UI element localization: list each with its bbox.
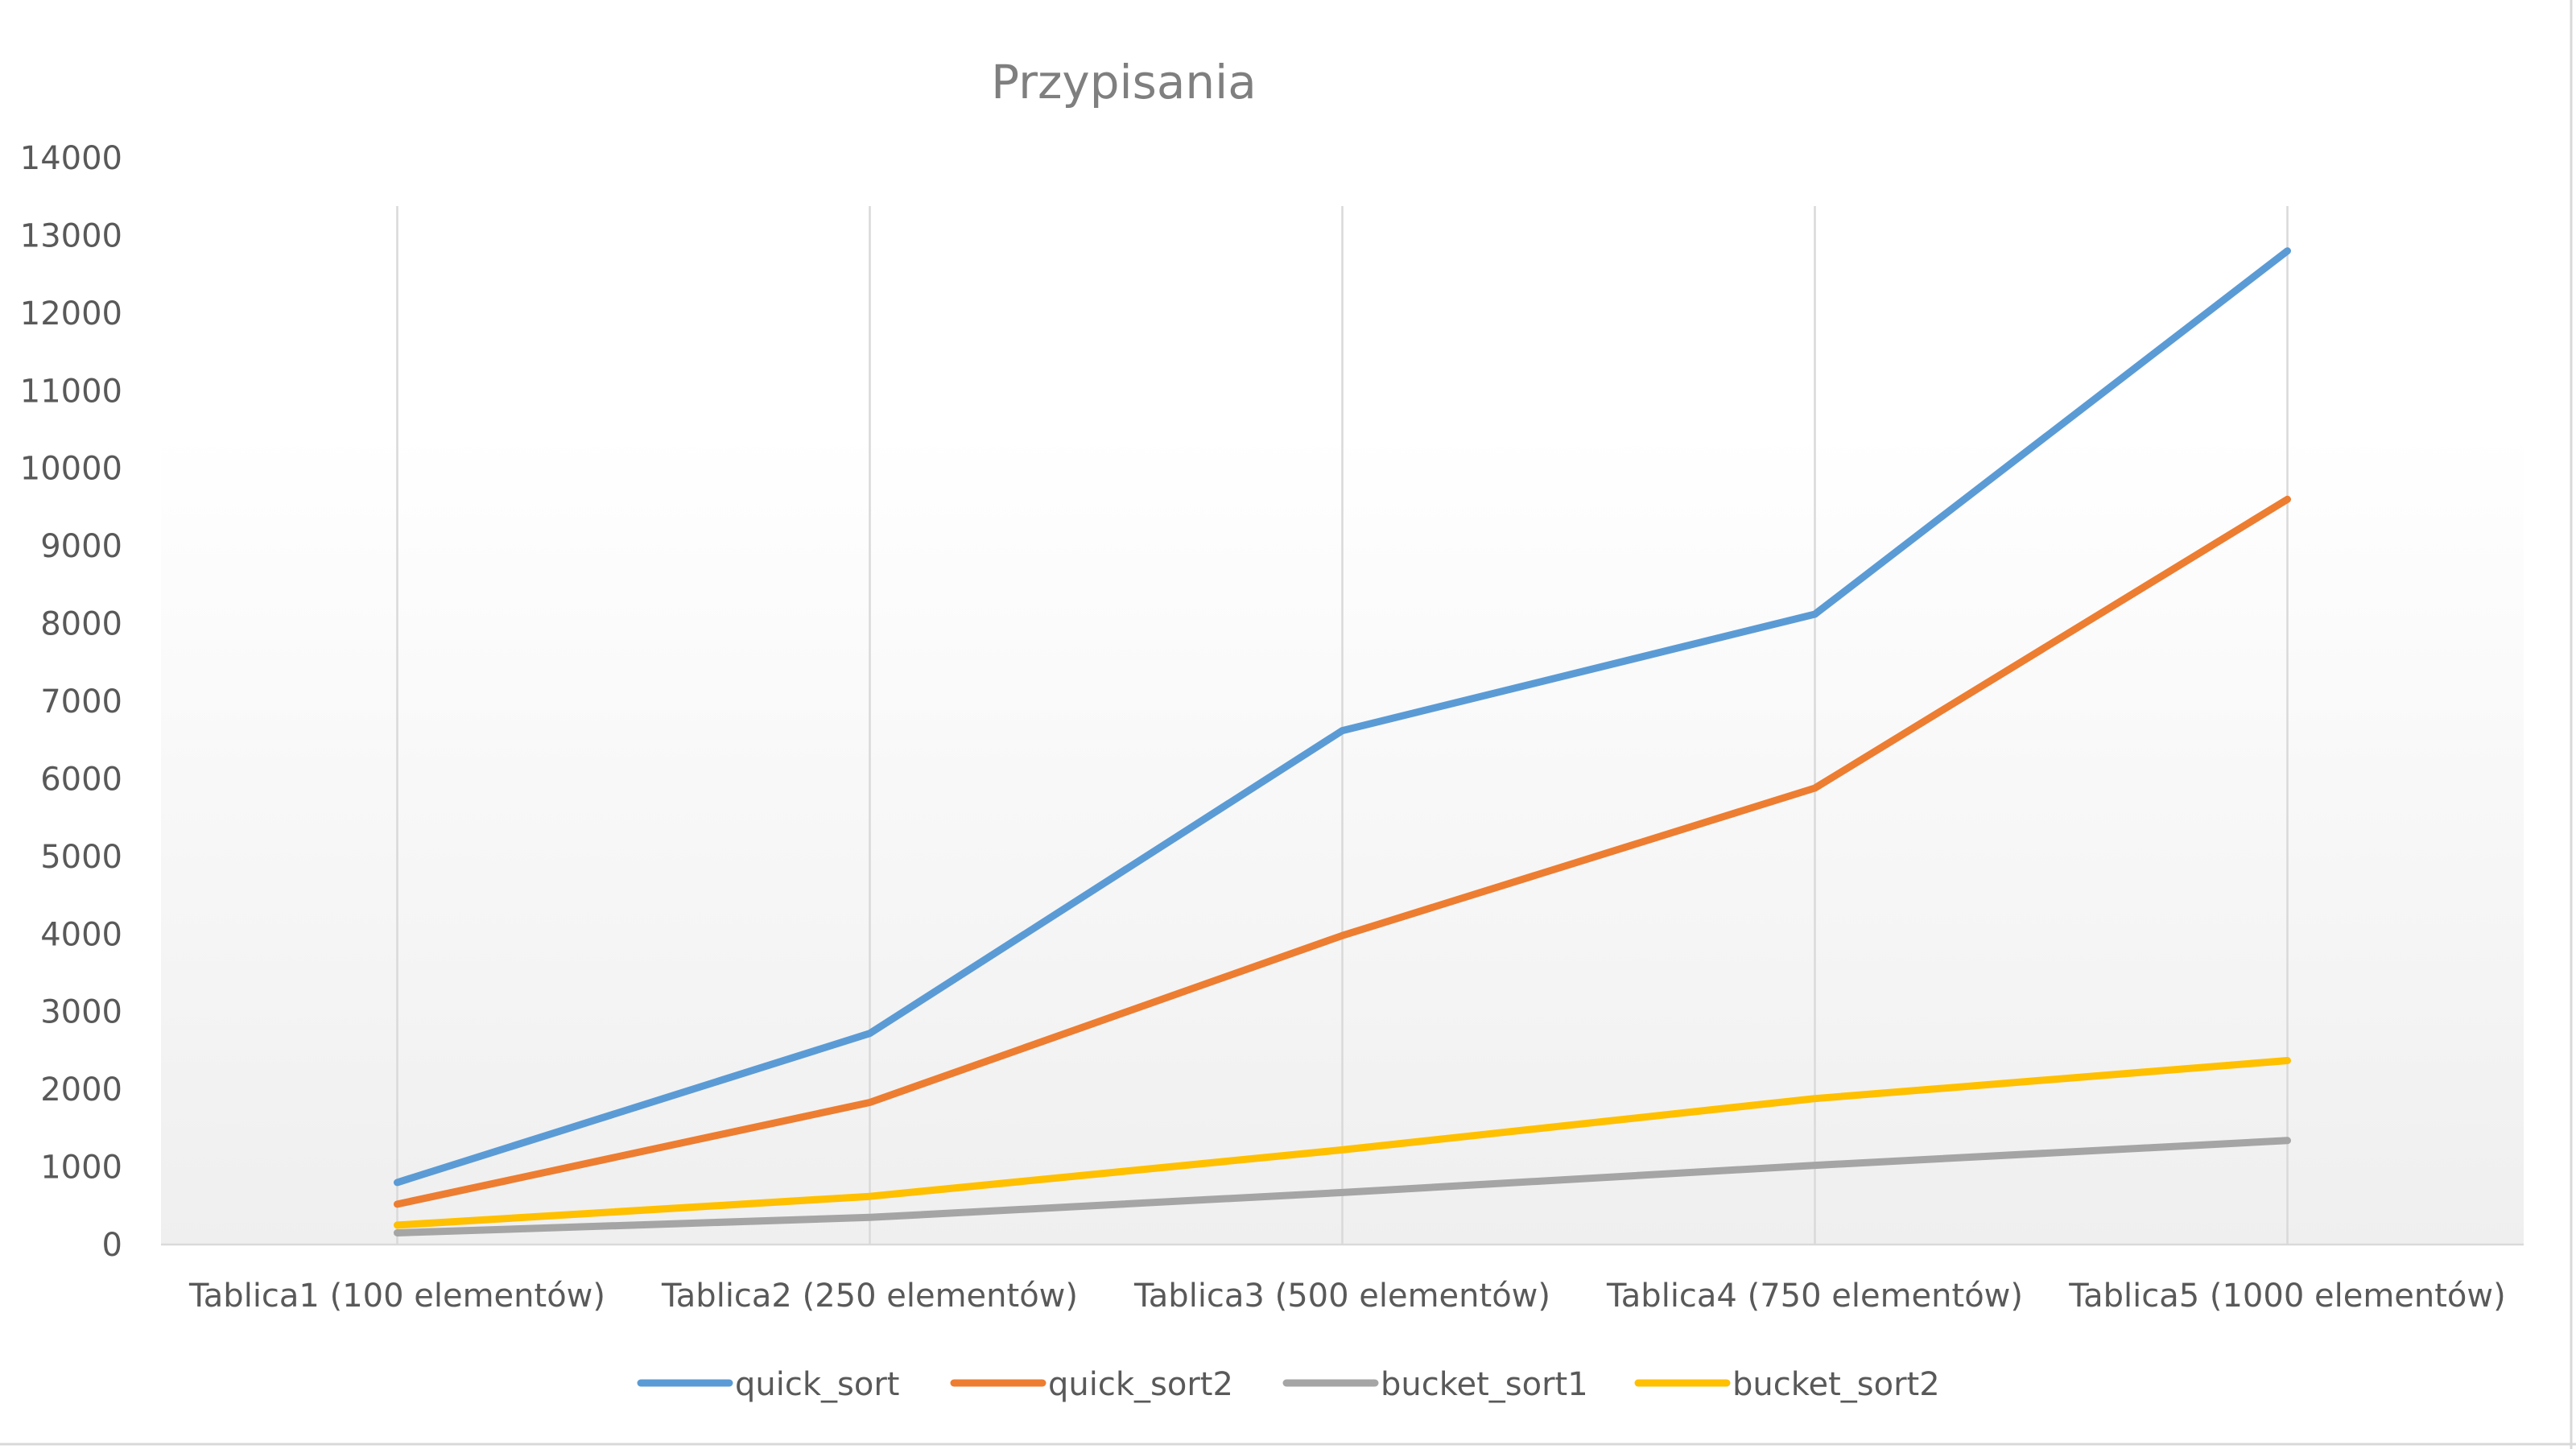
legend-label: quick_sort2 xyxy=(1048,1366,1233,1403)
legend-label: bucket_sort1 xyxy=(1381,1366,1588,1403)
x-tick-label: Tablica5 (1000 elementów) xyxy=(2068,1278,2505,1315)
y-tick-label: 4000 xyxy=(40,916,122,953)
y-tick-label: 6000 xyxy=(40,761,122,798)
gridlines xyxy=(396,206,2289,1245)
y-tick-label: 11000 xyxy=(20,373,122,410)
y-tick-label: 8000 xyxy=(40,606,122,643)
y-tick-label: 14000 xyxy=(20,140,122,177)
x-tick-label: Tablica3 (500 elementów) xyxy=(1133,1278,1550,1315)
y-tick-label: 12000 xyxy=(20,295,122,332)
y-tick-label: 10000 xyxy=(20,451,122,488)
y-tick-label: 7000 xyxy=(40,683,122,720)
legend-label: bucket_sort2 xyxy=(1732,1366,1940,1403)
y-axis: 0 1000 2000 3000 4000 5000 6000 7000 8000 9000 100… xyxy=(20,140,122,1264)
y-tick-label: 9000 xyxy=(40,528,122,565)
y-tick-label: 13000 xyxy=(20,217,122,254)
y-tick-label: 5000 xyxy=(40,839,122,876)
x-axis: Tablica1 (100 elementów) Tablica2 (250 el… xyxy=(161,1243,2524,1315)
chart-title: Przypisania xyxy=(991,55,1257,109)
x-tick-label: Tablica1 (100 elementów) xyxy=(188,1278,605,1315)
legend: quick_sort quick_sort2 bucket_sort1 bucket_… xyxy=(637,1366,1940,1403)
legend-label: quick_sort xyxy=(735,1366,899,1403)
y-tick-label: 1000 xyxy=(40,1150,122,1187)
series-lines xyxy=(394,247,2291,1236)
x-tick-label: Tablica4 (750 elementów) xyxy=(1606,1278,2023,1315)
y-tick-label: 0 xyxy=(102,1227,122,1264)
y-tick-label: 3000 xyxy=(40,994,122,1031)
x-tick-label: Tablica2 (250 elementów) xyxy=(661,1278,1078,1315)
y-tick-label: 2000 xyxy=(40,1071,122,1108)
